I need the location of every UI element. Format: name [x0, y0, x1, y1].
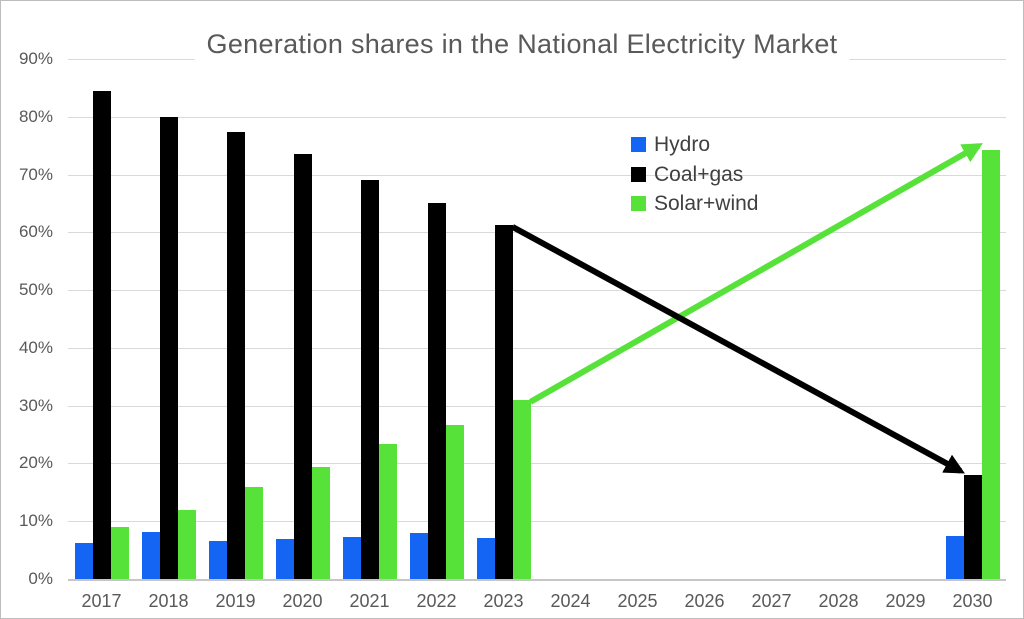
- y-axis-label-0%: 0%: [28, 569, 53, 588]
- bar-hydro-2018: [141, 532, 160, 579]
- x-axis-label-2022: 2022: [416, 591, 457, 611]
- legend-label-solar-wind: Solar+wind: [654, 192, 759, 215]
- bar-solar-wind-2018: [177, 509, 196, 579]
- chart-title: Generation shares in the National Electr…: [194, 29, 850, 60]
- x-axis-label-2030: 2030: [952, 591, 993, 611]
- gridline-20%: [68, 463, 1006, 465]
- bar-solar-wind-2030: [981, 149, 1000, 579]
- bar-coal-gas-2017: [92, 90, 111, 579]
- y-axis-label-90%: 90%: [18, 49, 53, 68]
- x-axis-label-2019: 2019: [215, 591, 256, 611]
- x-axis-label-2026: 2026: [684, 591, 725, 611]
- x-axis-line: [68, 579, 1006, 581]
- legend-swatch-solar-wind: [631, 196, 646, 211]
- legend-label-hydro: Hydro: [654, 133, 711, 156]
- gridline-80%: [68, 116, 1006, 118]
- x-axis-label-2027: 2027: [751, 591, 792, 611]
- bar-solar-wind-2022: [445, 424, 464, 579]
- legend-swatch-coal-gas: [631, 166, 646, 182]
- y-axis-label-20%: 20%: [18, 453, 53, 473]
- x-axis-label-2029: 2029: [885, 591, 926, 611]
- bar-hydro-2017: [74, 542, 93, 579]
- legend-item-solar-wind: Solar+wind: [631, 193, 758, 214]
- x-axis-label-2025: 2025: [617, 591, 658, 611]
- bar-hydro-2030: [945, 536, 964, 579]
- y-axis-label-50%: 50%: [18, 280, 53, 300]
- x-axis-label-2020: 2020: [282, 591, 323, 611]
- x-axis-label-2017: 2017: [81, 591, 122, 611]
- gridline-60%: [68, 232, 1006, 234]
- bar-solar-wind-2019: [244, 486, 263, 579]
- bar-coal-gas-2018: [159, 116, 178, 579]
- bar-coal-gas-2021: [360, 180, 379, 579]
- bar-hydro-2022: [409, 533, 428, 579]
- y-axis-label-40%: 40%: [18, 337, 53, 357]
- bar-solar-wind-2017: [110, 527, 129, 579]
- x-axis-label-2021: 2021: [349, 591, 390, 611]
- legend-item-coal-gas: Coal+gas: [631, 164, 758, 185]
- x-axis-label-2023: 2023: [483, 591, 524, 611]
- bar-coal-gas-2019: [226, 132, 245, 579]
- x-axis-label-2024: 2024: [550, 591, 591, 611]
- trend-arrow-coal-gas: [511, 224, 965, 474]
- x-axis-label-2028: 2028: [818, 591, 859, 611]
- bar-coal-gas-2020: [293, 154, 312, 579]
- legend-label-coal-gas: Coal+gas: [654, 162, 744, 186]
- y-axis-label-10%: 10%: [18, 511, 53, 531]
- y-axis-label-70%: 70%: [18, 164, 53, 184]
- legend: Hydro Coal+gas Solar+wind: [631, 134, 758, 223]
- legend-swatch-hydro: [631, 137, 646, 152]
- bar-solar-wind-2021: [378, 443, 397, 579]
- x-axis-label-2018: 2018: [148, 591, 189, 611]
- y-axis-label-30%: 30%: [18, 395, 53, 415]
- y-axis-label-60%: 60%: [18, 222, 53, 242]
- bar-hydro-2023: [476, 537, 495, 579]
- bar-hydro-2020: [275, 538, 294, 579]
- bar-coal-gas-2022: [427, 203, 446, 579]
- y-axis-label-80%: 80%: [18, 106, 53, 126]
- bar-hydro-2021: [342, 537, 361, 579]
- bar-coal-gas-2023: [494, 224, 513, 579]
- gridline-50%: [68, 290, 1006, 292]
- gridline-40%: [68, 347, 1006, 349]
- legend-item-hydro: Hydro: [631, 134, 758, 155]
- gridline-30%: [68, 405, 1006, 407]
- bar-solar-wind-2020: [311, 467, 330, 579]
- bar-coal-gas-2030: [963, 475, 982, 579]
- gridline-70%: [68, 174, 1006, 176]
- bar-hydro-2019: [208, 540, 227, 579]
- gridline-10%: [68, 521, 1006, 523]
- bar-solar-wind-2023: [512, 399, 531, 579]
